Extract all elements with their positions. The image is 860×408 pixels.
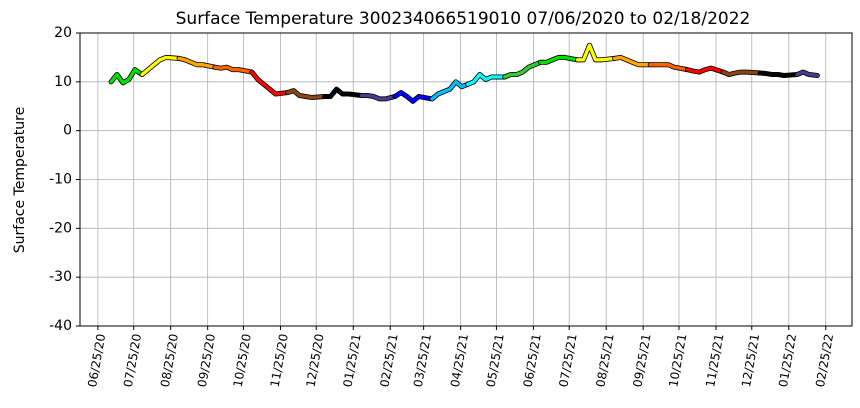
series-line [177,56,217,69]
series-line [466,72,507,86]
plot-frame [79,32,853,327]
y-tick-label: 10 [54,74,72,90]
series-line [721,70,762,77]
y-axis-label: Surface Temperature [12,107,28,253]
x-tick-label: 06/25/20 [85,333,108,389]
x-tick-label: 10/25/21 [666,333,689,389]
x-tick-label: 12/25/21 [739,333,762,389]
x-tick-label: 11/25/20 [268,333,291,389]
y-tick-label: -30 [49,269,72,285]
x-tick-label: 02/25/21 [377,333,400,389]
series-line [285,88,327,100]
series-line [648,63,690,72]
series-line [575,43,617,62]
series-line [359,93,397,101]
series-line [393,90,434,104]
series-line [109,67,144,85]
y-tick-label: 20 [54,25,72,41]
series-line [538,55,580,64]
x-tick-label: 03/25/21 [411,333,434,389]
x-tick-label: 09/25/20 [195,333,218,389]
series-line [430,80,470,101]
x-tick-label: 01/25/21 [340,333,363,389]
x-tick-label: 08/25/21 [593,333,616,389]
y-tick-label: -40 [49,318,72,334]
x-tick-label: 01/25/22 [776,333,799,389]
series-line [503,60,543,79]
x-tick-label: 08/25/20 [158,333,181,389]
series-line [250,70,290,96]
series-line [140,55,181,77]
x-tick-label: 09/25/21 [630,333,653,389]
x-tick-label: 05/25/21 [484,333,507,389]
y-tick-label: 0 [63,123,72,139]
series-line [685,66,725,74]
x-tick-label: 02/25/22 [813,333,836,389]
x-tick-label: 07/25/20 [121,333,144,389]
series-line [795,70,820,78]
x-tick-label: 07/25/21 [556,333,579,389]
y-tick-label: -10 [49,172,72,188]
x-tick-label: 10/25/20 [231,333,254,389]
y-tick-label: -20 [49,220,72,236]
chart-title: Surface Temperature 300234066519010 07/0… [176,9,751,29]
x-tick-label: 12/25/20 [304,333,327,389]
x-tick-label: 04/25/21 [448,333,471,389]
series-line [322,87,364,99]
x-tick-label: 06/25/21 [521,333,544,389]
series-line [758,71,799,78]
series-line [612,55,653,67]
x-tick-label: 11/25/21 [703,333,726,389]
series-line [213,65,254,74]
